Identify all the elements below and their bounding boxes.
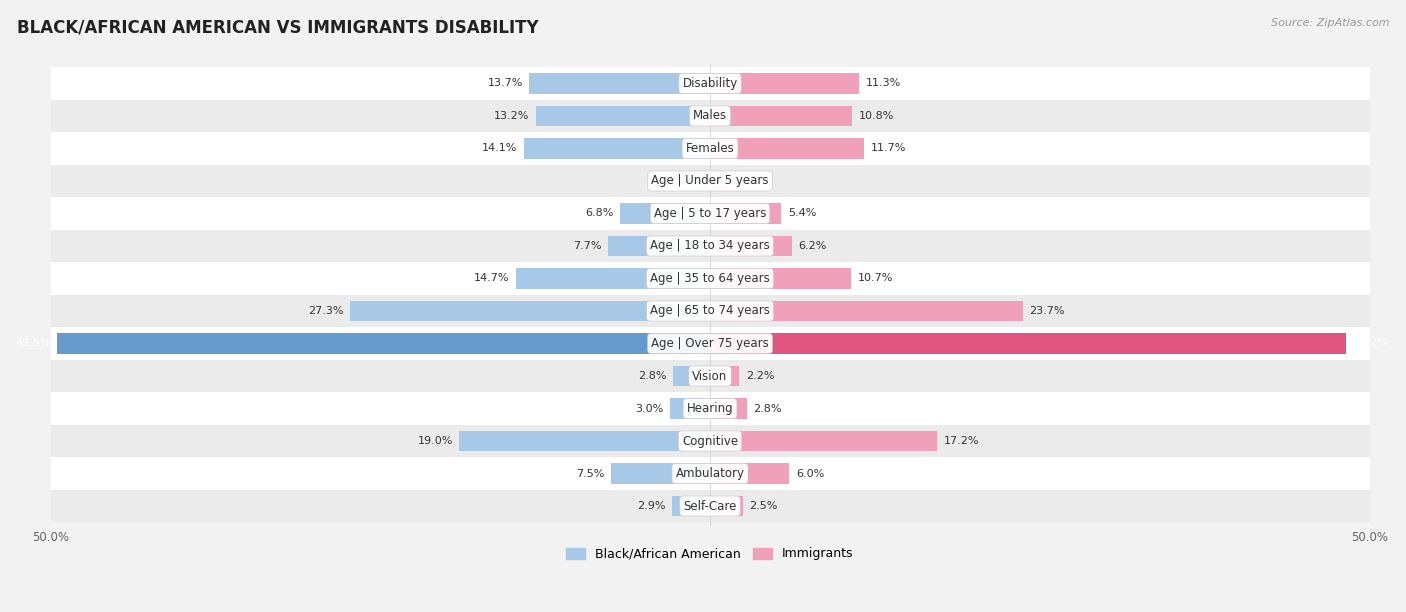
Bar <box>51 392 1369 425</box>
Text: 14.1%: 14.1% <box>482 143 517 154</box>
Bar <box>710 73 859 94</box>
Text: 10.8%: 10.8% <box>859 111 894 121</box>
Bar <box>58 334 710 354</box>
Bar <box>673 366 710 386</box>
Text: 19.0%: 19.0% <box>418 436 453 446</box>
Text: Self-Care: Self-Care <box>683 499 737 512</box>
Text: 2.5%: 2.5% <box>749 501 778 511</box>
Text: Age | 5 to 17 years: Age | 5 to 17 years <box>654 207 766 220</box>
Text: 2.8%: 2.8% <box>754 403 782 414</box>
Text: BLACK/AFRICAN AMERICAN VS IMMIGRANTS DISABILITY: BLACK/AFRICAN AMERICAN VS IMMIGRANTS DIS… <box>17 18 538 36</box>
Bar <box>671 398 710 419</box>
Text: 1.2%: 1.2% <box>733 176 761 186</box>
Text: Age | 18 to 34 years: Age | 18 to 34 years <box>650 239 770 253</box>
Text: 6.8%: 6.8% <box>585 209 614 218</box>
Bar <box>710 463 789 483</box>
Text: Age | 65 to 74 years: Age | 65 to 74 years <box>650 305 770 318</box>
Bar <box>609 236 710 256</box>
Bar <box>710 398 747 419</box>
Bar <box>710 269 851 289</box>
Text: 3.0%: 3.0% <box>636 403 664 414</box>
Text: Ambulatory: Ambulatory <box>675 467 745 480</box>
Bar <box>710 431 936 451</box>
Text: Disability: Disability <box>682 77 738 90</box>
Text: Females: Females <box>686 142 734 155</box>
Bar <box>710 171 725 191</box>
Bar <box>460 431 710 451</box>
Bar <box>51 262 1369 295</box>
Bar <box>51 67 1369 100</box>
Text: 13.7%: 13.7% <box>488 78 523 89</box>
Bar <box>529 73 710 94</box>
Text: 2.9%: 2.9% <box>637 501 665 511</box>
Text: Source: ZipAtlas.com: Source: ZipAtlas.com <box>1271 18 1389 28</box>
Bar <box>51 490 1369 522</box>
Bar <box>710 334 1346 354</box>
Bar <box>710 496 742 516</box>
Legend: Black/African American, Immigrants: Black/African American, Immigrants <box>561 542 859 565</box>
Bar <box>51 327 1369 360</box>
Text: 10.7%: 10.7% <box>858 274 893 283</box>
Text: 6.0%: 6.0% <box>796 469 824 479</box>
Bar <box>612 463 710 483</box>
Bar <box>51 100 1369 132</box>
Text: Cognitive: Cognitive <box>682 435 738 447</box>
Bar <box>51 295 1369 327</box>
Text: 1.4%: 1.4% <box>657 176 685 186</box>
Bar <box>51 425 1369 457</box>
Bar <box>51 360 1369 392</box>
Bar <box>536 106 710 126</box>
Text: Age | Under 5 years: Age | Under 5 years <box>651 174 769 187</box>
Text: Vision: Vision <box>692 370 728 382</box>
Text: 13.2%: 13.2% <box>494 111 529 121</box>
Text: 11.3%: 11.3% <box>866 78 901 89</box>
Text: 48.2%: 48.2% <box>1353 338 1388 348</box>
Text: 6.2%: 6.2% <box>799 241 827 251</box>
Bar <box>710 366 740 386</box>
Bar <box>710 301 1022 321</box>
Text: 17.2%: 17.2% <box>943 436 979 446</box>
Bar <box>51 132 1369 165</box>
Bar <box>51 165 1369 197</box>
Text: 14.7%: 14.7% <box>474 274 509 283</box>
Bar <box>51 197 1369 230</box>
Bar <box>524 138 710 159</box>
Text: 2.8%: 2.8% <box>638 371 666 381</box>
Text: Males: Males <box>693 110 727 122</box>
Bar <box>350 301 710 321</box>
Text: Hearing: Hearing <box>686 402 734 415</box>
Text: Age | 35 to 64 years: Age | 35 to 64 years <box>650 272 770 285</box>
Bar <box>710 203 782 223</box>
Text: 7.7%: 7.7% <box>574 241 602 251</box>
Text: 49.5%: 49.5% <box>15 338 51 348</box>
Bar <box>672 496 710 516</box>
Bar <box>620 203 710 223</box>
Text: 7.5%: 7.5% <box>576 469 605 479</box>
Text: 27.3%: 27.3% <box>308 306 343 316</box>
Bar <box>516 269 710 289</box>
Bar <box>51 230 1369 262</box>
Text: 11.7%: 11.7% <box>870 143 907 154</box>
Text: 2.2%: 2.2% <box>745 371 775 381</box>
Bar <box>710 138 865 159</box>
Text: 5.4%: 5.4% <box>787 209 817 218</box>
Bar <box>51 457 1369 490</box>
Bar <box>710 106 852 126</box>
Text: 23.7%: 23.7% <box>1029 306 1064 316</box>
Bar <box>692 171 710 191</box>
Text: Age | Over 75 years: Age | Over 75 years <box>651 337 769 350</box>
Bar <box>710 236 792 256</box>
